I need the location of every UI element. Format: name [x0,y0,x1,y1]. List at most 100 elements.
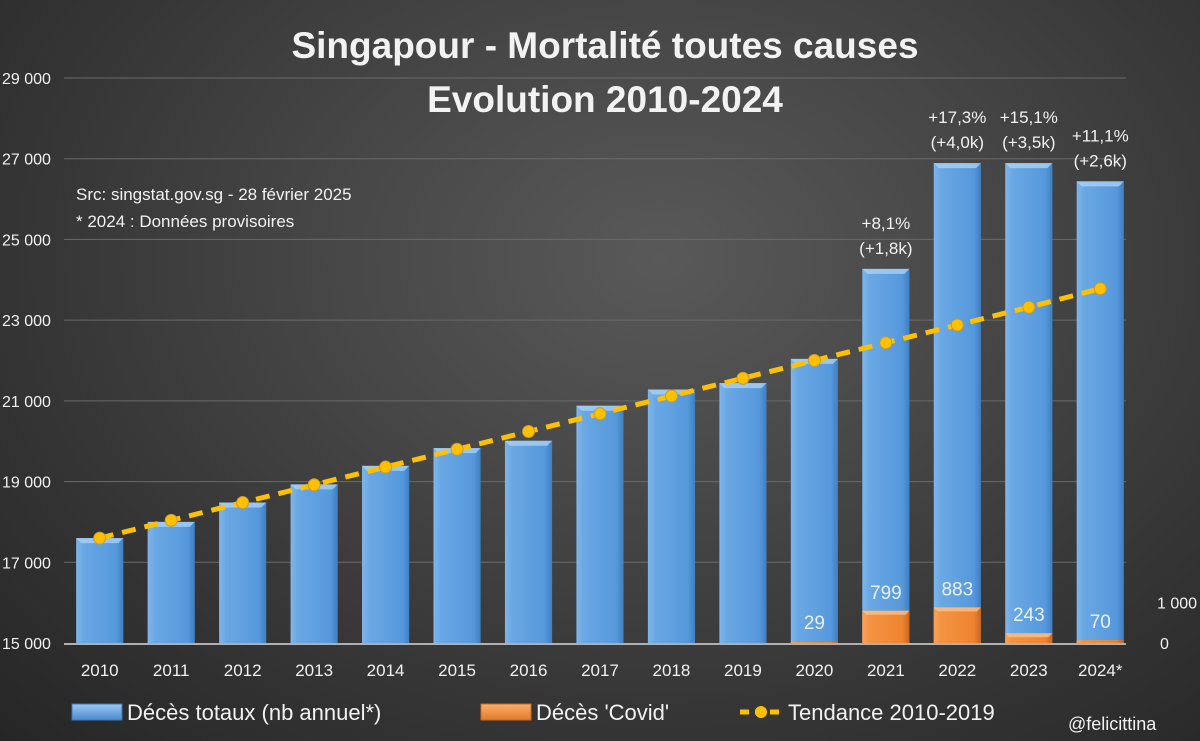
legend-swatch-orange [480,703,532,721]
bar-bevel-top [1076,181,1124,187]
bar-total-deaths-body [76,538,124,643]
bar-total-deaths-body [1076,181,1124,644]
bar-total-deaths-body [719,383,767,643]
bar-total-deaths [647,389,696,643]
bar-bevel-top [862,610,910,615]
bar-total-deaths [790,358,838,643]
legend-label-total-deaths: Décès totaux (nb annuel*) [127,700,381,725]
trend-marker [664,389,678,403]
trend-marker [93,531,107,545]
y-tick-label: 23 000 [2,313,51,330]
increase-annotation: +11,1% [1072,126,1129,145]
bar-bevel-top [933,607,981,612]
trend-marker [1093,282,1107,296]
trend-marker [450,442,464,456]
bars-group [76,163,1124,644]
bar-covid-deaths-body [1005,633,1053,643]
bar-bevel-top [933,163,981,169]
y-tick-label: 27 000 [2,152,51,169]
gridlines [64,77,1126,563]
data-labels: 29 799 883 243 70 +8,1% (+1,8k) +17,3% (+4,0k) +1… [804,108,1129,634]
covid-value-label: 70 [1090,612,1111,633]
source-note: Src: singstat.gov.sg - 28 février 2025 [76,185,352,204]
y-tick-label: 21 000 [2,394,51,411]
bar-total-deaths [290,484,338,643]
increase-annotation: +8,1% [862,214,911,233]
y2-tick-label: 1 000 [1157,596,1197,613]
covid-value-label: 29 [804,613,825,634]
trend-line-group [93,282,1107,545]
bar-total-deaths-body [647,389,696,643]
bar-total-deaths-body [290,484,338,643]
bar-total-deaths-body [219,502,267,643]
trend-marker [950,318,964,332]
legend-item-trend: Tendance 2010-2019 [740,700,995,725]
bar-covid-deaths [862,610,910,643]
x-tick-label: 2014 [367,661,405,680]
y-tick-label: 17 000 [2,555,51,572]
trend-marker [307,478,321,492]
x-tick-label: 2024* [1078,661,1123,680]
bar-bevel-top [504,440,553,446]
legend: Décès totaux (nb annuel*) Décès 'Covid' … [71,700,995,725]
legend-item-covid-deaths: Décès 'Covid' [480,700,669,725]
bar-total-deaths-body [504,440,553,643]
y2-tick-label: 0 [1160,636,1169,653]
bar-total-deaths-body [433,448,481,643]
bar-total-deaths [76,538,124,643]
bar-covid-deaths-body [1076,640,1124,643]
bar-covid-deaths [790,641,838,643]
chart-subtitle: Evolution 2010-2024 [427,79,783,120]
x-tick-label: 2023 [1010,661,1048,680]
bar-total-deaths-body [862,268,910,643]
trend-marker [379,460,393,474]
bar-covid-deaths [933,607,981,643]
increase-annotation: (+4,0k) [931,133,984,152]
bar-total-deaths [576,405,624,643]
bar-covid-deaths-body [862,610,910,643]
covid-value-label: 799 [870,583,902,604]
y-axis-ticks: 15 000 17 000 19 000 21 000 23 000 25 000 27 0… [2,71,51,653]
covid-value-label: 883 [941,579,973,600]
trend-marker [879,336,893,350]
bar-total-deaths-body [147,521,195,643]
x-axis-ticks: 2010 2011 2012 2013 2014 2015 2016 2017 2018 2019… [81,661,1123,680]
x-tick-label: 2022 [938,661,976,680]
bar-bevel-top [862,268,910,274]
x-tick-label: 2012 [224,661,262,680]
provisional-note: * 2024 : Données provisoires [76,212,294,231]
y-tick-label: 15 000 [2,636,51,653]
trend-marker [736,371,750,385]
increase-annotation: +17,3% [928,108,986,127]
legend-trend-marker [755,706,767,718]
bar-bevel-top [719,383,767,389]
bar-total-deaths [1076,181,1124,644]
x-tick-label: 2019 [724,661,762,680]
increase-annotation: +15,1% [1000,108,1058,127]
y-tick-label: 29 000 [2,71,51,88]
bar-covid-deaths [1076,640,1124,643]
x-tick-label: 2020 [795,661,833,680]
bar-total-deaths-body [362,465,410,643]
trend-marker [236,496,250,510]
bar-total-deaths-body [576,405,624,643]
covid-value-label: 243 [1013,605,1045,626]
bar-bevel-top [1005,163,1053,169]
bar-total-deaths [504,440,553,643]
bar-total-deaths [1005,163,1053,643]
x-tick-label: 2016 [510,661,548,680]
x-tick-label: 2010 [81,661,119,680]
bar-total-deaths [433,448,481,643]
bar-total-deaths [219,502,267,643]
bar-covid-deaths-body [790,641,838,643]
bar-total-deaths [719,383,767,643]
x-tick-label: 2021 [867,661,905,680]
bar-total-deaths [862,268,910,643]
legend-swatch-blue [71,703,123,721]
increase-annotation: (+1,8k) [859,239,912,258]
y-tick-label: 19 000 [2,475,51,492]
x-tick-label: 2013 [295,661,333,680]
bar-covid-deaths-body [933,607,981,643]
x-tick-label: 2018 [653,661,691,680]
